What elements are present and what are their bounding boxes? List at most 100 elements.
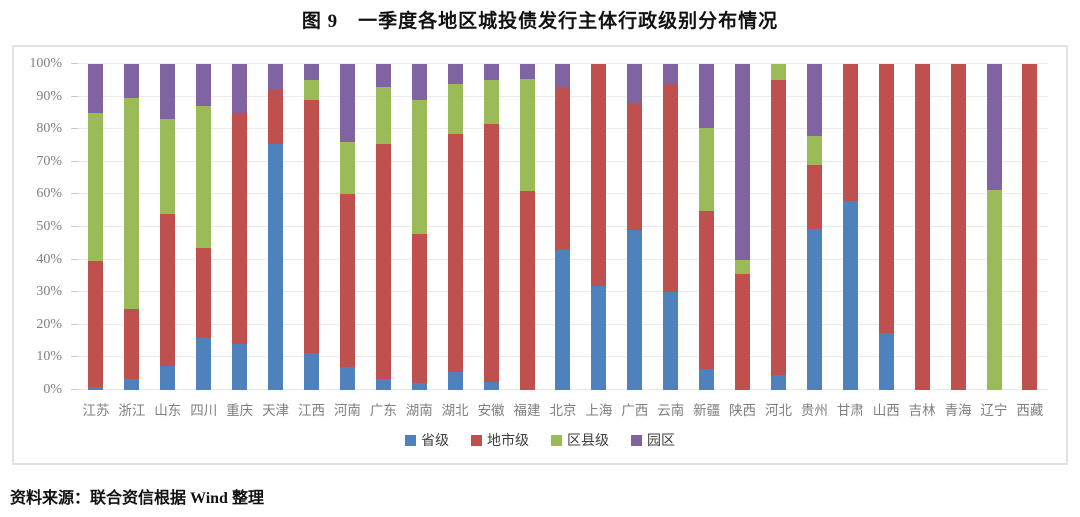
bar-segment-省级	[878, 332, 894, 390]
bar-segment-区县级	[160, 119, 176, 214]
stacked-bar-山西	[878, 64, 894, 390]
x-tick-label-北京: 北京	[549, 403, 577, 418]
y-axis-tick	[71, 128, 78, 130]
stacked-bar-广西	[627, 64, 643, 390]
legend-swatch-icon	[471, 434, 482, 446]
y-axis-tick	[71, 356, 78, 358]
bar-segment-园区	[986, 64, 1002, 190]
bar-segment-园区	[483, 64, 499, 81]
legend-label: 省级	[421, 434, 449, 449]
legend-label: 区县级	[567, 434, 609, 449]
bar-segment-园区	[160, 64, 176, 120]
bar-slot-山西	[868, 64, 904, 390]
bar-slot-河南	[329, 64, 365, 390]
y-axis-tick	[71, 323, 78, 325]
bar-segment-省级	[375, 378, 391, 390]
bar-segment-省级	[591, 285, 607, 390]
bar-slot-江苏	[78, 64, 114, 390]
bar-segment-省级	[303, 352, 319, 390]
bar-segment-地市级	[339, 194, 355, 368]
legend-swatch-icon	[551, 434, 562, 446]
bar-slot-江西	[294, 64, 330, 390]
bar-segment-园区	[735, 64, 751, 260]
legend-item-园区: 园区	[631, 430, 675, 450]
bar-slot-四川	[186, 64, 222, 390]
x-tick-label-甘肃: 甘肃	[836, 403, 864, 418]
bar-segment-园区	[411, 64, 427, 100]
bar-segment-园区	[447, 64, 463, 84]
x-tick-label-青海: 青海	[944, 403, 972, 418]
bar-segment-地市级	[483, 124, 499, 382]
bar-segment-地市级	[268, 90, 284, 144]
bar-segment-省级	[447, 372, 463, 390]
x-tick-label-云南: 云南	[657, 403, 685, 418]
bar-segment-园区	[268, 64, 284, 91]
x-tick-label-福建: 福建	[513, 403, 541, 418]
legend-item-区县级: 区县级	[551, 430, 609, 450]
gridline	[78, 63, 1048, 64]
bar-slot-湖北	[437, 64, 473, 390]
bar-segment-省级	[627, 230, 643, 390]
bar-slot-广东	[365, 64, 401, 390]
bar-segment-省级	[411, 383, 427, 390]
bar-segment-省级	[483, 381, 499, 390]
bar-segment-地市级	[124, 308, 140, 379]
bar-segment-省级	[232, 344, 248, 390]
x-tick-label-陕西: 陕西	[729, 403, 757, 418]
y-axis-tick	[71, 291, 78, 293]
bar-segment-区县级	[124, 98, 140, 309]
x-tick-label-新疆: 新疆	[693, 403, 721, 418]
bar-slot-西藏	[1012, 64, 1048, 390]
bar-segment-园区	[232, 64, 248, 113]
stacked-bar-江苏	[88, 64, 104, 390]
x-tick-label-河北: 河北	[764, 403, 792, 418]
bar-segment-地市级	[950, 64, 966, 390]
y-tick-label: 80%	[36, 121, 62, 137]
stacked-bar-辽宁	[986, 64, 1002, 390]
bar-segment-地市级	[806, 165, 822, 229]
y-tick-label: 50%	[36, 219, 62, 234]
stacked-bar-重庆	[232, 64, 248, 390]
x-tick-label-湖南: 湖南	[405, 403, 433, 418]
x-tick-label-山东: 山东	[154, 403, 182, 418]
bar-slot-湖南	[401, 64, 437, 390]
bar-slot-河北	[761, 64, 797, 390]
stacked-bar-吉林	[914, 64, 930, 390]
bar-slot-贵州	[796, 64, 832, 390]
bar-segment-区县级	[447, 83, 463, 135]
x-tick-label-重庆: 重庆	[226, 403, 254, 418]
bar-segment-区县级	[411, 99, 427, 234]
stacked-bar-云南	[663, 64, 679, 390]
bar-segment-区县级	[770, 64, 786, 81]
bar-segment-地市级	[303, 99, 319, 353]
bar-segment-园区	[555, 64, 571, 87]
bar-segment-园区	[663, 64, 679, 84]
bar-segment-园区	[806, 64, 822, 136]
bar-segment-区县级	[806, 135, 822, 166]
bar-segment-省级	[663, 292, 679, 390]
bar-segment-区县级	[375, 86, 391, 144]
source-note: 资料来源：联合资信根据 Wind 整理	[10, 490, 264, 507]
bar-slot-山东	[150, 64, 186, 390]
stacked-bar-上海	[591, 64, 607, 390]
bar-segment-园区	[627, 64, 643, 104]
bar-slot-青海	[940, 64, 976, 390]
x-tick-label-辽宁: 辽宁	[980, 403, 1008, 418]
x-tick-label-西藏: 西藏	[1016, 403, 1044, 418]
bar-segment-园区	[88, 64, 104, 113]
bar-slot-北京	[545, 64, 581, 390]
bar-segment-区县级	[303, 80, 319, 100]
bar-slot-浙江	[114, 64, 150, 390]
bar-segment-园区	[196, 64, 212, 107]
x-tick-label-广西: 广西	[621, 403, 649, 418]
bar-segment-地市级	[735, 274, 751, 390]
x-tick-label-河南: 河南	[333, 403, 361, 418]
y-axis-tick	[71, 63, 78, 64]
y-tick-label: 70%	[36, 153, 62, 169]
bar-segment-地市级	[88, 261, 104, 387]
bar-slot-新疆	[689, 64, 725, 390]
stacked-bar-浙江	[124, 64, 140, 390]
bar-segment-地市级	[878, 64, 894, 333]
y-axis-tick	[71, 226, 78, 227]
legend-swatch-icon	[631, 434, 642, 446]
